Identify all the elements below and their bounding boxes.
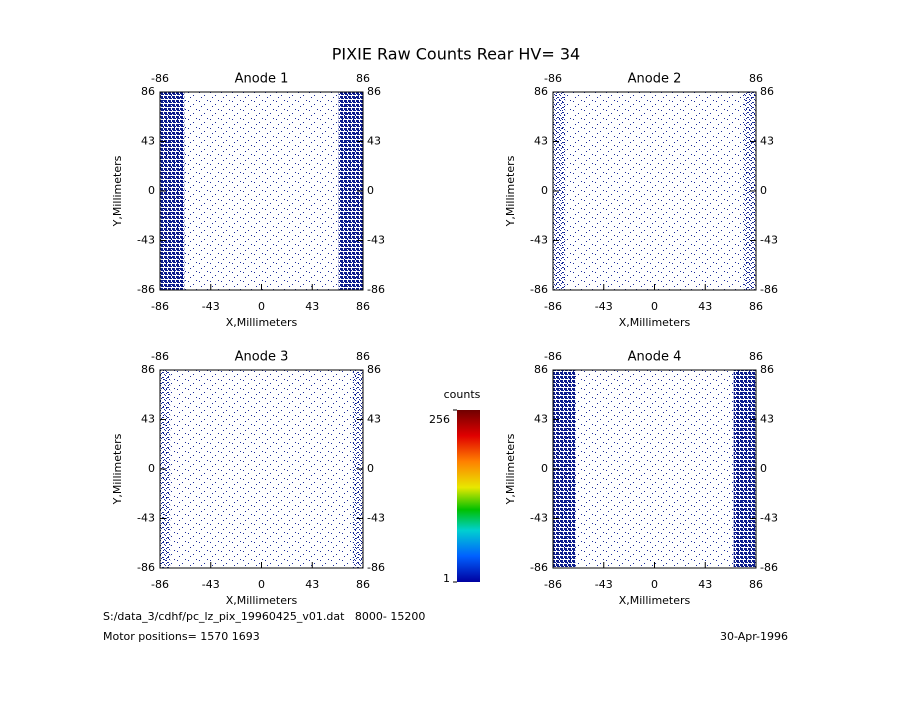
x-tick-label: 86: [356, 300, 370, 313]
x2-tick-label: -86: [544, 350, 562, 363]
colorbar-tick-label: 1: [443, 572, 450, 585]
y2-tick-label: 86: [760, 363, 774, 376]
density-texture: [160, 92, 363, 290]
y2-tick-label: -43: [760, 234, 778, 247]
y2-tick-label: -86: [760, 561, 778, 574]
x-tick-label: -43: [595, 578, 613, 591]
motor-note: Motor positions= 1570 1693: [103, 630, 260, 643]
y-tick-label: -86: [137, 561, 155, 574]
panel-title: Anode 2: [628, 72, 682, 87]
colorbar-label: counts: [444, 388, 481, 401]
y2-tick-label: 43: [367, 135, 381, 148]
colorbar-tick-label: 256: [429, 413, 450, 426]
y-tick-label: 43: [534, 135, 548, 148]
y2-tick-label: -43: [367, 234, 385, 247]
x-tick-label: 43: [698, 578, 712, 591]
y-tick-label: 0: [541, 184, 548, 197]
y-tick-label: -43: [137, 512, 155, 525]
panel-title: Anode 3: [235, 350, 289, 365]
x-tick-label: 0: [651, 578, 658, 591]
y2-tick-label: 86: [367, 85, 381, 98]
y-tick-label: 86: [534, 85, 548, 98]
x2-tick-label: 86: [356, 72, 370, 85]
panel-title: Anode 1: [235, 72, 289, 87]
y2-tick-label: 0: [367, 184, 374, 197]
x-tick-label: -86: [544, 300, 562, 313]
y-tick-label: 0: [541, 462, 548, 475]
x-tick-label: 43: [305, 300, 319, 313]
y-axis-label: Y,Millimeters: [111, 433, 124, 505]
y-tick-label: -86: [137, 283, 155, 296]
y-tick-label: 0: [148, 184, 155, 197]
density-texture: [160, 370, 363, 568]
y2-tick-label: -86: [367, 283, 385, 296]
y-axis-label: Y,Millimeters: [111, 155, 124, 227]
y-tick-label: 0: [148, 462, 155, 475]
date-note: 30-Apr-1996: [720, 630, 788, 643]
x-tick-label: 86: [356, 578, 370, 591]
x-tick-label: 86: [749, 300, 763, 313]
figure-title: PIXIE Raw Counts Rear HV= 34: [332, 45, 580, 64]
y-tick-label: 43: [141, 135, 155, 148]
x-axis-label: X,Millimeters: [226, 316, 298, 329]
x-tick-label: 0: [651, 300, 658, 313]
density-texture: [553, 92, 756, 290]
x-tick-label: 43: [305, 578, 319, 591]
y2-tick-label: 43: [760, 135, 774, 148]
colorbar: [457, 410, 480, 582]
y-tick-label: 86: [534, 363, 548, 376]
y-tick-label: 86: [141, 85, 155, 98]
x-axis-label: X,Millimeters: [619, 594, 691, 607]
y2-tick-label: 43: [367, 413, 381, 426]
x-tick-label: -86: [544, 578, 562, 591]
y-axis-label: Y,Millimeters: [504, 433, 517, 505]
x-tick-label: 86: [749, 578, 763, 591]
y-tick-label: -86: [530, 283, 548, 296]
y-tick-label: -86: [530, 561, 548, 574]
x2-tick-label: -86: [151, 350, 169, 363]
y2-tick-label: 86: [367, 363, 381, 376]
y2-tick-label: -86: [367, 561, 385, 574]
x-tick-label: -43: [202, 578, 220, 591]
x2-tick-label: 86: [749, 350, 763, 363]
y-tick-label: -43: [530, 512, 548, 525]
y2-tick-label: 43: [760, 413, 774, 426]
y2-tick-label: 0: [760, 462, 767, 475]
y2-tick-label: 0: [760, 184, 767, 197]
y-tick-label: -43: [530, 234, 548, 247]
x2-tick-label: 86: [749, 72, 763, 85]
x2-tick-label: -86: [544, 72, 562, 85]
x-tick-label: -43: [595, 300, 613, 313]
x2-tick-label: -86: [151, 72, 169, 85]
y2-tick-label: 0: [367, 462, 374, 475]
x-axis-label: X,Millimeters: [619, 316, 691, 329]
x2-tick-label: 86: [356, 350, 370, 363]
y2-tick-label: 86: [760, 85, 774, 98]
y2-tick-label: -86: [760, 283, 778, 296]
y-tick-label: 86: [141, 363, 155, 376]
y2-tick-label: -43: [760, 512, 778, 525]
y-tick-label: 43: [141, 413, 155, 426]
x-tick-label: 0: [258, 578, 265, 591]
y-tick-label: -43: [137, 234, 155, 247]
x-tick-label: -86: [151, 300, 169, 313]
panel-title: Anode 4: [628, 350, 682, 365]
x-tick-label: -43: [202, 300, 220, 313]
y-tick-label: 43: [534, 413, 548, 426]
x-tick-label: -86: [151, 578, 169, 591]
x-tick-label: 43: [698, 300, 712, 313]
x-axis-label: X,Millimeters: [226, 594, 298, 607]
y2-tick-label: -43: [367, 512, 385, 525]
file-note: S:/data_3/cdhf/pc_lz_pix_19960425_v01.da…: [103, 610, 425, 623]
x-tick-label: 0: [258, 300, 265, 313]
density-texture: [553, 370, 756, 568]
y-axis-label: Y,Millimeters: [504, 155, 517, 227]
